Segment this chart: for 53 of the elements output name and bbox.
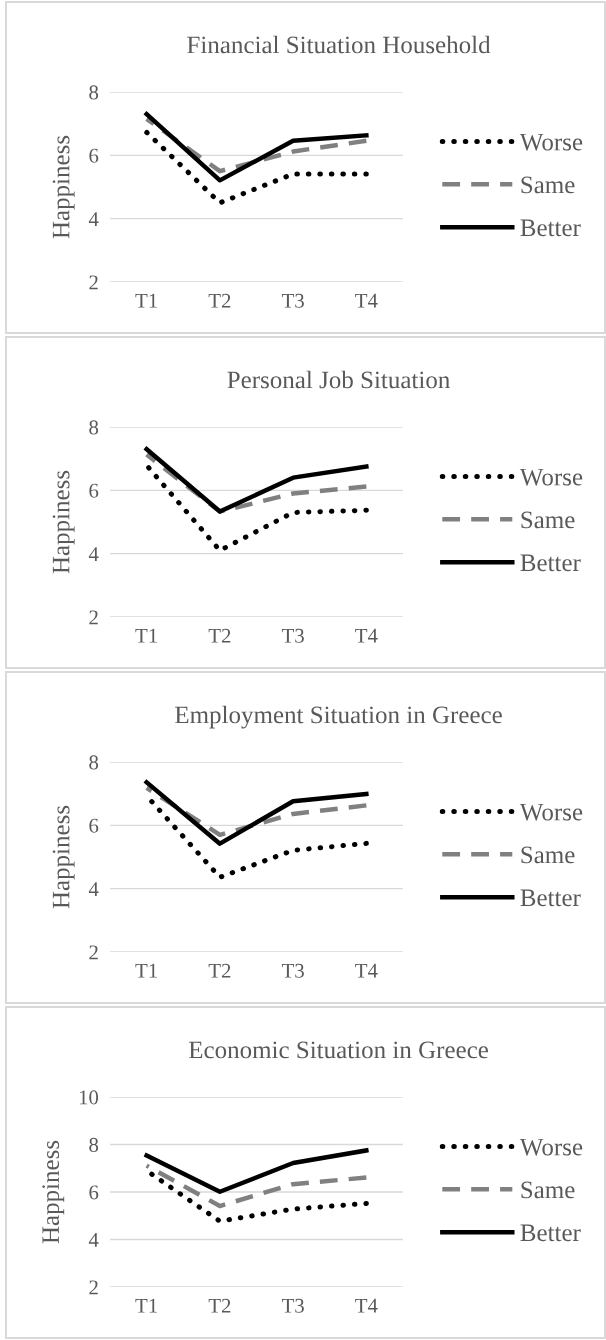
chart-title: Employment Situation in Greece bbox=[175, 705, 502, 729]
legend-label: Same bbox=[521, 176, 575, 194]
x-tick-label: T3 bbox=[281, 963, 304, 978]
legend-label: Same bbox=[521, 1181, 575, 1199]
x-tick-label: T1 bbox=[135, 1298, 157, 1313]
legend-label: Same bbox=[521, 511, 575, 529]
legend-label: Better bbox=[520, 219, 581, 237]
x-tick-label: T2 bbox=[208, 628, 231, 643]
x-tick-label: T1 bbox=[135, 293, 157, 308]
y-tick-label: 6 bbox=[89, 818, 99, 833]
legend-label: Better bbox=[520, 1224, 581, 1242]
chart-title: Personal Job Situation bbox=[227, 370, 450, 389]
x-tick-label: T3 bbox=[281, 293, 304, 308]
x-tick-label: T2 bbox=[208, 963, 231, 978]
y-tick-label: 8 bbox=[89, 85, 99, 100]
y-tick-label: 4 bbox=[88, 212, 99, 226]
x-tick-label: T2 bbox=[208, 293, 231, 308]
x-tick-label: T4 bbox=[355, 293, 378, 308]
y-tick-label: 6 bbox=[89, 148, 99, 163]
x-tick-label: T2 bbox=[208, 1298, 231, 1313]
legend-label: Worse bbox=[519, 1138, 583, 1156]
x-tick-label: T4 bbox=[355, 1298, 378, 1313]
x-tick-label: T3 bbox=[281, 1298, 304, 1313]
x-tick-label: T1 bbox=[135, 628, 157, 643]
legend-label: Worse bbox=[519, 468, 583, 486]
y-tick-label: 4 bbox=[88, 1233, 99, 1247]
y-tick-label: 8 bbox=[89, 755, 99, 770]
x-tick-label: T4 bbox=[355, 963, 378, 978]
x-tick-label: T4 bbox=[355, 628, 378, 643]
legend-label: Better bbox=[520, 889, 581, 907]
y-tick-label: 6 bbox=[89, 483, 99, 498]
y-tick-label: 2 bbox=[89, 275, 98, 290]
y-tick-label: 10 bbox=[79, 1090, 99, 1105]
chart-title: Financial Situation Household bbox=[187, 35, 491, 54]
x-tick-label: T3 bbox=[281, 628, 304, 643]
y-axis-title: Happiness bbox=[42, 1140, 65, 1244]
legend-label: Worse bbox=[519, 133, 583, 151]
chart-title: Economic Situation in Greece bbox=[188, 1041, 488, 1059]
y-tick-label: 6 bbox=[89, 1185, 99, 1200]
y-tick-label: 2 bbox=[89, 610, 98, 625]
y-tick-label: 2 bbox=[89, 945, 98, 960]
legend-label: Better bbox=[520, 554, 581, 572]
y-axis-title: Happiness bbox=[52, 135, 75, 239]
y-tick-label: 8 bbox=[89, 420, 99, 435]
y-tick-label: 8 bbox=[89, 1137, 99, 1152]
y-tick-label: 4 bbox=[88, 882, 99, 896]
y-axis-title: Happiness bbox=[52, 470, 75, 574]
y-axis-title: Happiness bbox=[52, 805, 75, 909]
legend-label: Worse bbox=[519, 803, 583, 821]
x-tick-label: T1 bbox=[135, 963, 157, 978]
y-tick-label: 2 bbox=[89, 1280, 98, 1295]
y-tick-label: 4 bbox=[88, 547, 99, 561]
legend-label: Same bbox=[521, 846, 575, 864]
